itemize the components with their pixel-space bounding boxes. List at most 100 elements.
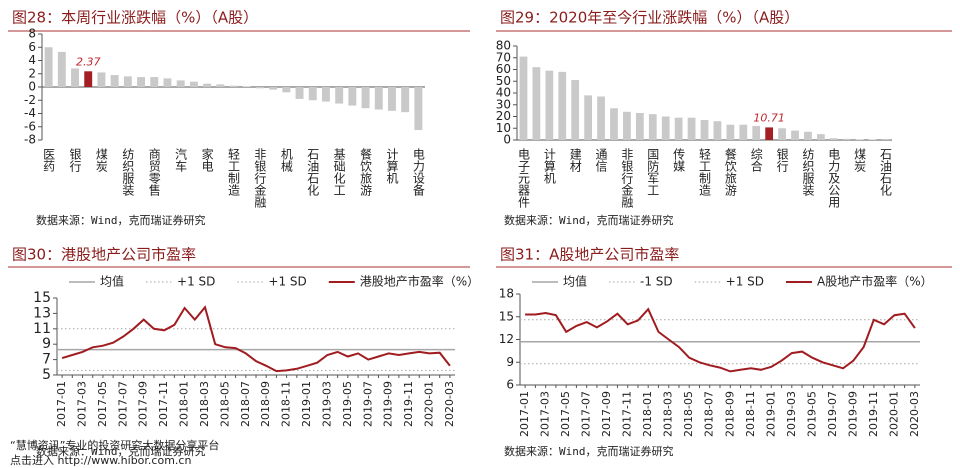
x-tick-label: 2019-11: [402, 381, 415, 427]
x-tick-label: 2017-03: [539, 391, 552, 437]
x-tick-label: 2019-09: [382, 381, 395, 427]
y-tick-label: 9: [506, 355, 514, 369]
x-tick-label: 计算机: [385, 148, 399, 184]
x-tick-label: 2017-11: [157, 381, 170, 427]
y-tick-label: 12: [499, 332, 514, 346]
y-tick-label: -8: [24, 133, 36, 147]
bar: [308, 87, 317, 101]
x-tick-label: 国防军工: [646, 148, 660, 196]
x-tick-label: 2019-07: [826, 391, 839, 437]
data-line: [61, 305, 451, 373]
bar: [282, 87, 291, 93]
x-tick-label: 2019-09: [846, 391, 859, 437]
bar: [765, 127, 774, 140]
y-tick-label: 15: [33, 290, 51, 306]
legend-label: +1 SD: [177, 275, 215, 289]
x-tick-label: 汽车: [174, 147, 188, 173]
source-note: 数据来源：Wind，克而瑞证券研究: [504, 444, 674, 458]
bar: [532, 67, 541, 140]
bar: [348, 87, 357, 106]
bar: [335, 87, 344, 104]
x-tick-label: 煤炭: [853, 148, 867, 173]
x-tick-label: 2017-01: [55, 381, 68, 427]
legend-label: +1 SD: [726, 275, 764, 289]
x-tick-label: 2019-05: [341, 381, 354, 427]
x-tick-label: 2019-07: [361, 381, 374, 427]
x-tick-label: 2020-03: [908, 391, 921, 437]
legend-label: -1 SD: [640, 275, 673, 289]
bar: [242, 86, 251, 87]
legend-label: A股地产市盈率（%）: [817, 274, 933, 289]
bar: [817, 134, 825, 140]
x-tick-label: 机械: [279, 148, 293, 172]
x-tick-label: 餐饮旅游: [359, 147, 373, 196]
x-tick-label: 银行: [775, 148, 789, 172]
y-tick-label: 9: [42, 336, 51, 352]
bar: [752, 125, 761, 140]
x-tick-label: 纺织服装: [121, 148, 135, 197]
x-tick-label: 电力及公用: [827, 148, 841, 209]
bar: [203, 83, 212, 87]
bar: [401, 87, 410, 113]
bar: [44, 47, 53, 87]
bar: [150, 77, 159, 87]
x-tick-label: 2018-11: [744, 391, 757, 437]
watermark-line2: 点击进入 http://www.hibor.com.cn: [10, 454, 191, 467]
x-tick-label: 2019-01: [300, 381, 313, 427]
y-tick-label: 2: [28, 66, 36, 80]
y-tick-label: 70: [496, 50, 511, 64]
watermark-line1: “慧博资讯”专业的投资研究大数据分享平台: [10, 438, 219, 452]
bar: [674, 117, 683, 140]
x-tick-label: 2017-05: [559, 391, 572, 437]
bar: [855, 139, 864, 140]
bar: [842, 138, 851, 140]
bar: [374, 87, 383, 110]
bar: [71, 68, 79, 87]
x-tick-label: 2017-09: [600, 391, 613, 437]
y-tick-label: 4: [28, 53, 36, 67]
bar: [791, 130, 799, 140]
x-tick-label: 非银行金融: [253, 148, 267, 209]
y-tick-label: 30: [496, 97, 511, 111]
bar: [829, 138, 838, 140]
bar: [84, 71, 93, 87]
legend-label: 均值: [563, 274, 587, 289]
chart-title: 图31：A股地产公司市盈率: [500, 246, 679, 264]
x-tick-label: 2017-07: [116, 381, 129, 427]
data-line: [525, 307, 916, 373]
y-tick-label: 18: [499, 287, 514, 301]
bar: [804, 131, 812, 140]
x-tick-label: 电力设备: [411, 148, 425, 197]
y-tick-label: -6: [24, 119, 36, 133]
bar: [123, 76, 132, 87]
y-tick-label: 50: [496, 74, 511, 88]
chart-title: 图30：港股地产公司市盈率: [12, 246, 196, 264]
bar: [726, 124, 735, 140]
bar: [545, 70, 554, 140]
x-tick-label: 综合: [749, 148, 763, 172]
x-tick-label: 2018-01: [178, 381, 191, 427]
x-tick-label: 非银行金融: [620, 148, 634, 209]
bar: [269, 87, 278, 90]
x-tick-label: 2018-05: [682, 391, 695, 437]
bar: [388, 87, 396, 111]
bar: [519, 56, 528, 141]
x-tick-label: 煤炭: [94, 148, 108, 173]
x-tick-label: 2019-11: [867, 391, 880, 437]
bar: [597, 96, 605, 140]
y-tick-label: 0: [503, 133, 511, 147]
bar: [687, 117, 696, 140]
bar: [700, 120, 709, 140]
x-tick-label: 纺织服装: [801, 148, 815, 197]
x-tick-label: 2017-11: [621, 391, 634, 437]
bar: [295, 87, 304, 99]
x-tick-label: 2020-03: [443, 381, 456, 427]
x-tick-label: 2018-09: [259, 381, 272, 427]
y-tick-label: 10: [496, 121, 511, 135]
x-tick-label: 2018-03: [198, 381, 211, 427]
value-label: 10.71: [753, 111, 785, 124]
y-tick-label: 60: [496, 62, 511, 76]
x-tick-label: 2017-03: [76, 381, 89, 427]
x-tick-label: 2020-01: [887, 391, 900, 437]
